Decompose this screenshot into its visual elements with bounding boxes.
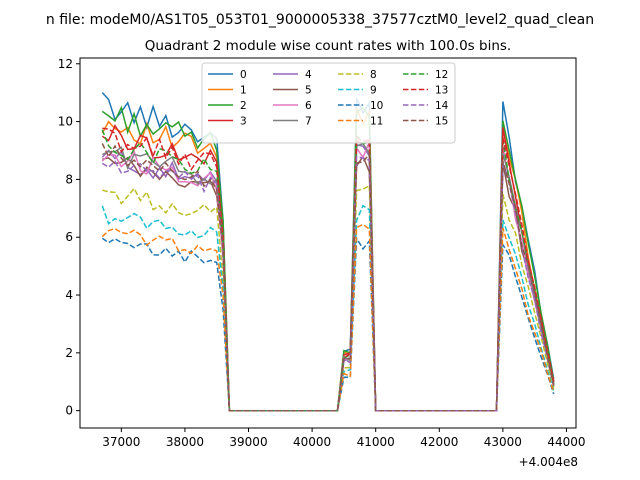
legend-label-2: 2 [240,100,247,112]
y-tick-label: 0 [65,404,73,418]
plot-area [101,92,555,412]
y-axis: 0 2 4 6 8 10 12 [58,57,80,418]
legend-label-15: 15 [435,116,448,128]
x-tick-label: 42000 [420,435,458,449]
legend-box [201,62,456,144]
series-14-line [101,155,555,412]
legend-label-13: 13 [435,85,448,97]
legend-label-14: 14 [435,100,449,112]
legend-label-6: 6 [305,100,312,112]
legend-label-4: 4 [305,69,312,81]
x-tick-label: 39000 [229,435,267,449]
legend-label-8: 8 [370,69,377,81]
series-2-line [101,105,555,412]
y-tick-label: 2 [65,346,73,360]
axes-frame [79,57,577,429]
series-7-line [101,142,555,412]
y-tick-label: 4 [65,288,73,302]
y-tick-label: 10 [58,115,73,129]
legend-label-12: 12 [435,69,448,81]
series-6-line [101,141,555,412]
figure-suptitle: n file: modeM0/AS1T05_053T01_9000005338_… [46,12,594,28]
x-tick-label: 40000 [293,435,331,449]
x-axis: 37000 38000 39000 40000 41000 42000 43000 44000 [102,428,586,449]
series-9-line [101,204,555,412]
legend-label-11: 11 [370,116,383,128]
legend-label-7: 7 [305,116,312,128]
x-offset-label: +4.004e8 [519,455,578,469]
x-tick-label: 41000 [357,435,395,449]
y-tick-label: 6 [65,230,73,244]
series-12-line [101,129,555,412]
legend-label-3: 3 [240,116,247,128]
series-15-line [101,143,555,412]
x-tick-label: 44000 [547,435,585,449]
legend-label-10: 10 [370,100,383,112]
y-tick-label: 12 [58,57,73,71]
legend-label-9: 9 [370,85,377,97]
legend-label-1: 1 [240,85,247,97]
x-tick-label: 38000 [166,435,204,449]
x-tick-label: 37000 [102,435,140,449]
series-5-line [102,154,555,412]
series-8-line [102,184,555,412]
chart-title: Quadrant 2 module wise count rates with … [145,38,511,54]
y-tick-label: 8 [65,172,73,186]
series-4-line [101,143,555,412]
legend-label-5: 5 [305,85,312,97]
series-10-line [101,235,555,412]
legend-label-0: 0 [240,69,247,81]
x-tick-label: 43000 [484,435,522,449]
